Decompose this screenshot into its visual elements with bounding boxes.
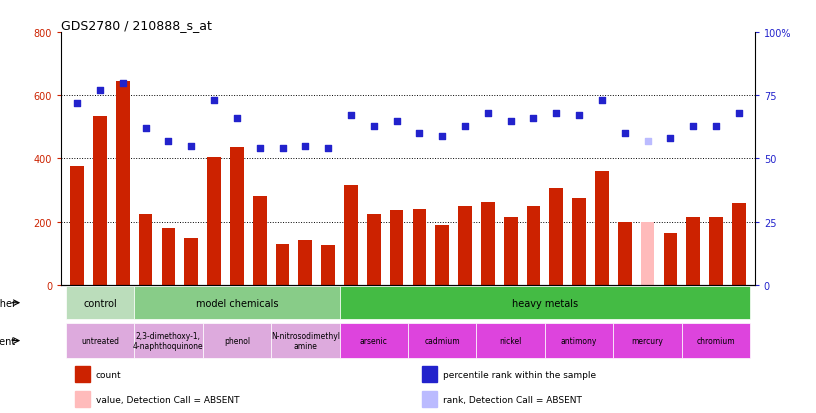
Text: nickel: nickel [499, 336, 522, 345]
Bar [732, 203, 746, 285]
Bar [641, 222, 654, 285]
Bar [413, 209, 426, 285]
Point [413, 131, 426, 137]
Point [94, 88, 107, 94]
Bar [207, 157, 221, 285]
Bar [184, 238, 198, 285]
Bar [481, 202, 494, 285]
Point [344, 113, 357, 119]
Point [436, 133, 449, 140]
Bar [230, 148, 244, 285]
Point [664, 135, 677, 142]
Text: agent: agent [0, 336, 16, 346]
Bar [276, 244, 290, 285]
Point [527, 115, 540, 122]
Bar [162, 228, 175, 285]
Point [709, 123, 722, 130]
Bar [299, 240, 313, 285]
Text: control: control [83, 298, 117, 308]
Point [184, 143, 197, 150]
Text: chromium: chromium [697, 336, 735, 345]
Point [550, 110, 563, 117]
Bar [549, 189, 563, 285]
Bar [339, 287, 750, 319]
Text: rank, Detection Call = ABSENT: rank, Detection Call = ABSENT [442, 395, 582, 404]
Point [367, 123, 380, 130]
Bar [134, 323, 202, 358]
Point [71, 100, 84, 107]
Text: count: count [96, 370, 122, 379]
Point [504, 118, 517, 125]
Point [687, 123, 700, 130]
Point [207, 98, 220, 104]
Text: cadmium: cadmium [424, 336, 460, 345]
Bar [271, 323, 339, 358]
Point [253, 146, 266, 152]
Point [322, 146, 335, 152]
Bar [93, 116, 107, 285]
Bar [322, 246, 335, 285]
Point [299, 143, 312, 150]
Bar [686, 217, 700, 285]
Point [619, 131, 632, 137]
Bar [367, 214, 380, 285]
Text: untreated: untreated [81, 336, 119, 345]
Text: N-nitrosodimethyl
amine: N-nitrosodimethyl amine [271, 331, 339, 351]
Bar [75, 366, 91, 382]
Point [139, 126, 152, 132]
Point [596, 98, 609, 104]
Bar [682, 323, 750, 358]
Bar [253, 197, 267, 285]
Point [459, 123, 472, 130]
Bar [75, 391, 91, 407]
Point [481, 110, 494, 117]
Bar [139, 214, 153, 285]
Bar [390, 211, 403, 285]
Point [116, 80, 129, 87]
Bar [339, 323, 408, 358]
Bar [526, 206, 540, 285]
Bar [663, 233, 677, 285]
Text: value, Detection Call = ABSENT: value, Detection Call = ABSENT [96, 395, 239, 404]
Text: mercury: mercury [632, 336, 663, 345]
Bar [709, 218, 723, 285]
Bar [459, 207, 472, 285]
Point [162, 138, 175, 145]
Bar [116, 82, 130, 285]
Point [230, 115, 243, 122]
Text: antimony: antimony [561, 336, 597, 345]
Point [276, 146, 289, 152]
Bar [545, 323, 614, 358]
Text: other: other [0, 298, 16, 308]
Bar [422, 366, 437, 382]
Text: 2,3-dimethoxy-1,
4-naphthoquinone: 2,3-dimethoxy-1, 4-naphthoquinone [133, 331, 204, 351]
Bar [477, 323, 545, 358]
Bar [595, 172, 609, 285]
Bar [202, 323, 271, 358]
Text: heavy metals: heavy metals [512, 298, 578, 308]
Bar [572, 198, 586, 285]
Bar [614, 323, 682, 358]
Text: arsenic: arsenic [360, 336, 388, 345]
Text: phenol: phenol [224, 336, 250, 345]
Point [641, 138, 654, 145]
Bar [66, 287, 134, 319]
Bar [66, 323, 134, 358]
Text: GDS2780 / 210888_s_at: GDS2780 / 210888_s_at [61, 19, 212, 32]
Bar [503, 217, 517, 285]
Bar [344, 186, 357, 285]
Bar [436, 225, 449, 285]
Text: percentile rank within the sample: percentile rank within the sample [442, 370, 596, 379]
Bar [618, 222, 632, 285]
Bar [422, 391, 437, 407]
Point [732, 110, 745, 117]
Point [573, 113, 586, 119]
Bar [408, 323, 477, 358]
Point [390, 118, 403, 125]
Bar [70, 167, 84, 285]
Bar [134, 287, 339, 319]
Text: model chemicals: model chemicals [196, 298, 278, 308]
